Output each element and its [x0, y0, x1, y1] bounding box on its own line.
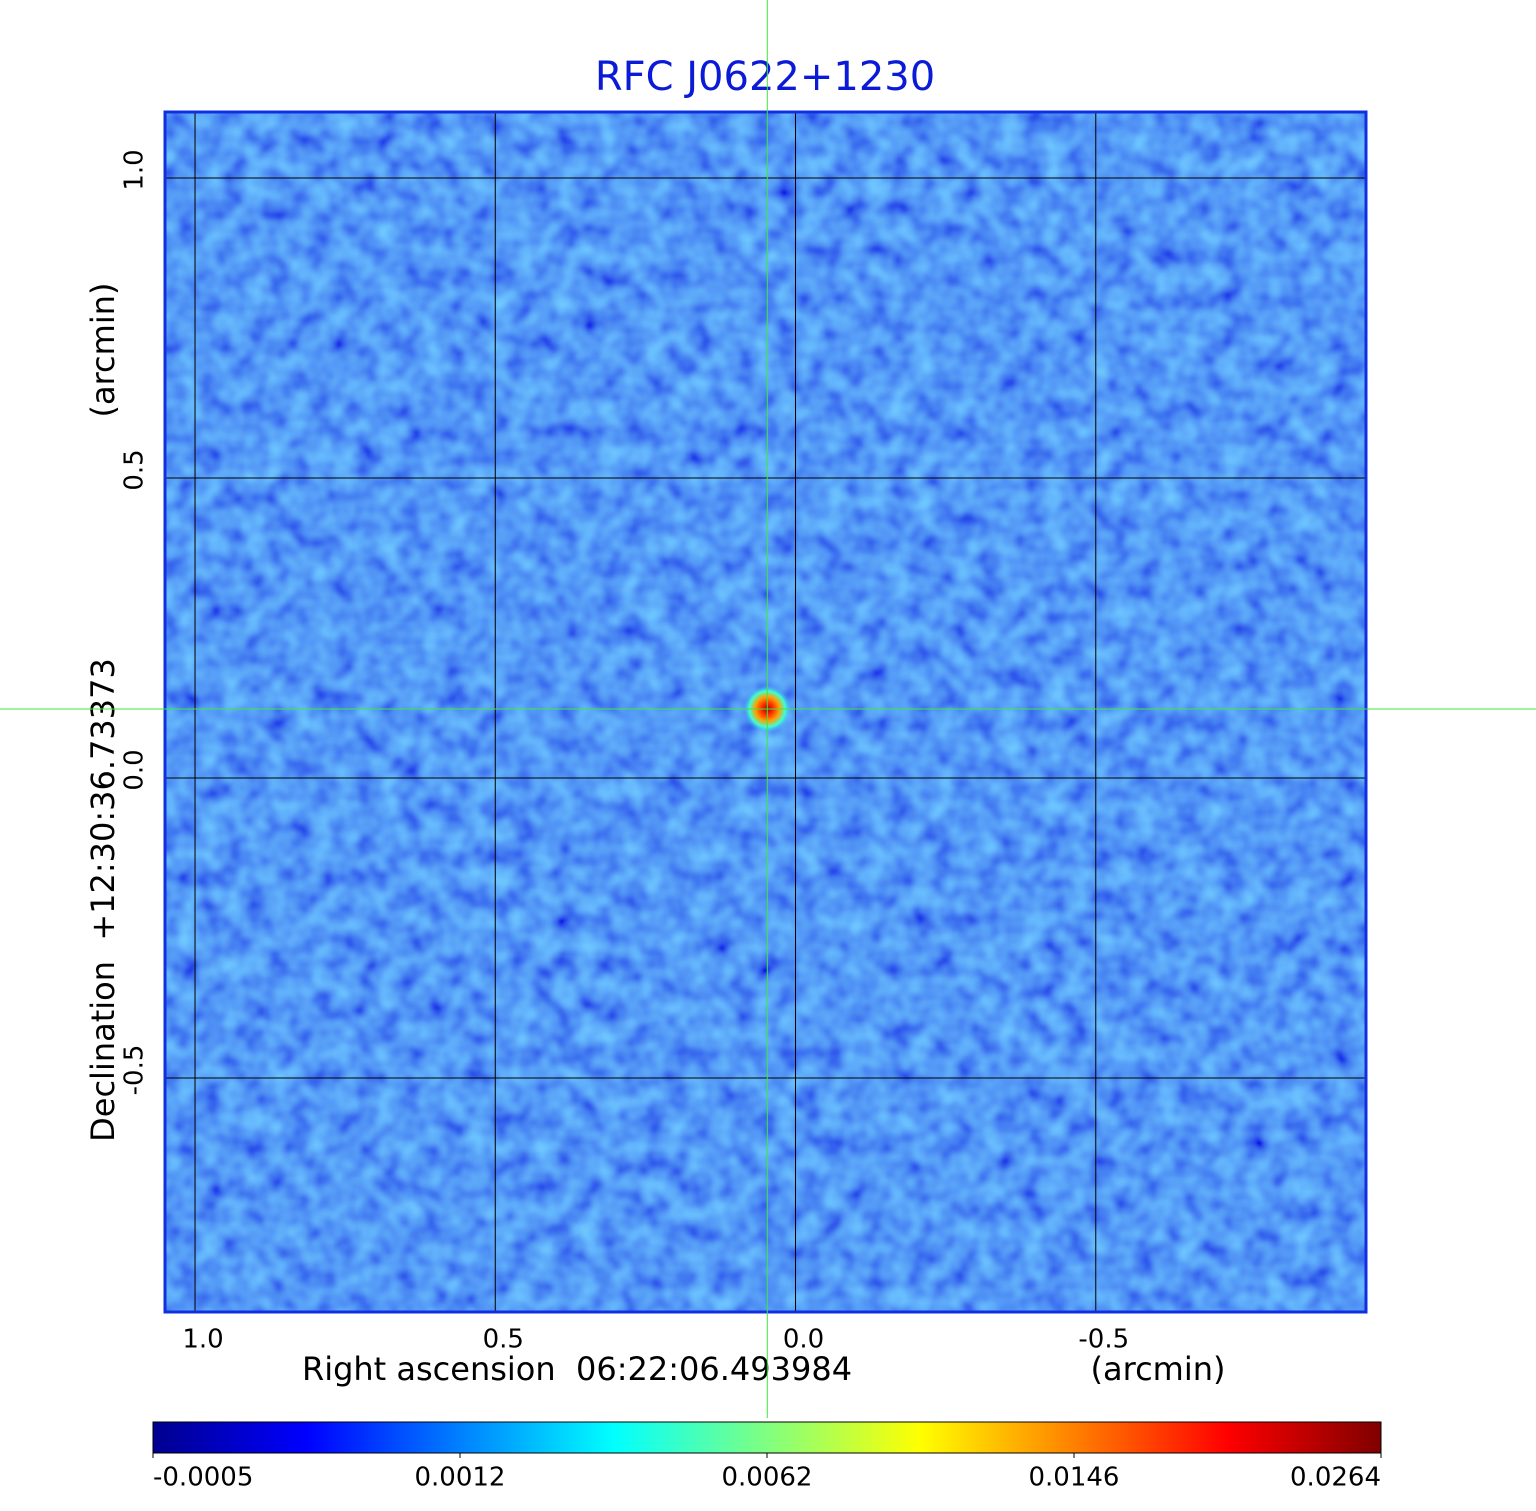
y-axis-unit: (arcmin) — [84, 283, 122, 418]
x-tick-label: -0.5 — [1078, 1325, 1129, 1355]
x-tick-label: 0.5 — [483, 1325, 524, 1355]
colorbar-tick-label: 0.0062 — [722, 1463, 813, 1493]
chart-title: RFC J0622+1230 — [595, 54, 935, 100]
y-tick-label: 0.0 — [120, 749, 150, 790]
plot-frame — [163, 110, 1368, 1314]
colorbar-tick-label: 0.0012 — [415, 1463, 506, 1493]
y-tick-label: -0.5 — [120, 1045, 150, 1096]
colorbar-tick-label: 0.0146 — [1029, 1463, 1120, 1493]
y-tick-label: 1.0 — [120, 149, 150, 190]
y-axis-label: Declination +12:30:36.73373 — [84, 658, 122, 1142]
colorbar — [152, 1421, 1382, 1454]
x-tick-label: 0.0 — [783, 1325, 824, 1355]
colorbar-tick-label: -0.0005 — [153, 1463, 253, 1493]
colorbar-tick-label: 0.0264 — [1290, 1463, 1381, 1493]
x-axis-label: Right ascension 06:22:06.493984 — [302, 1350, 852, 1388]
x-axis-unit: (arcmin) — [1091, 1350, 1226, 1388]
x-tick-label: 1.0 — [182, 1325, 223, 1355]
y-tick-label: 0.5 — [120, 449, 150, 490]
